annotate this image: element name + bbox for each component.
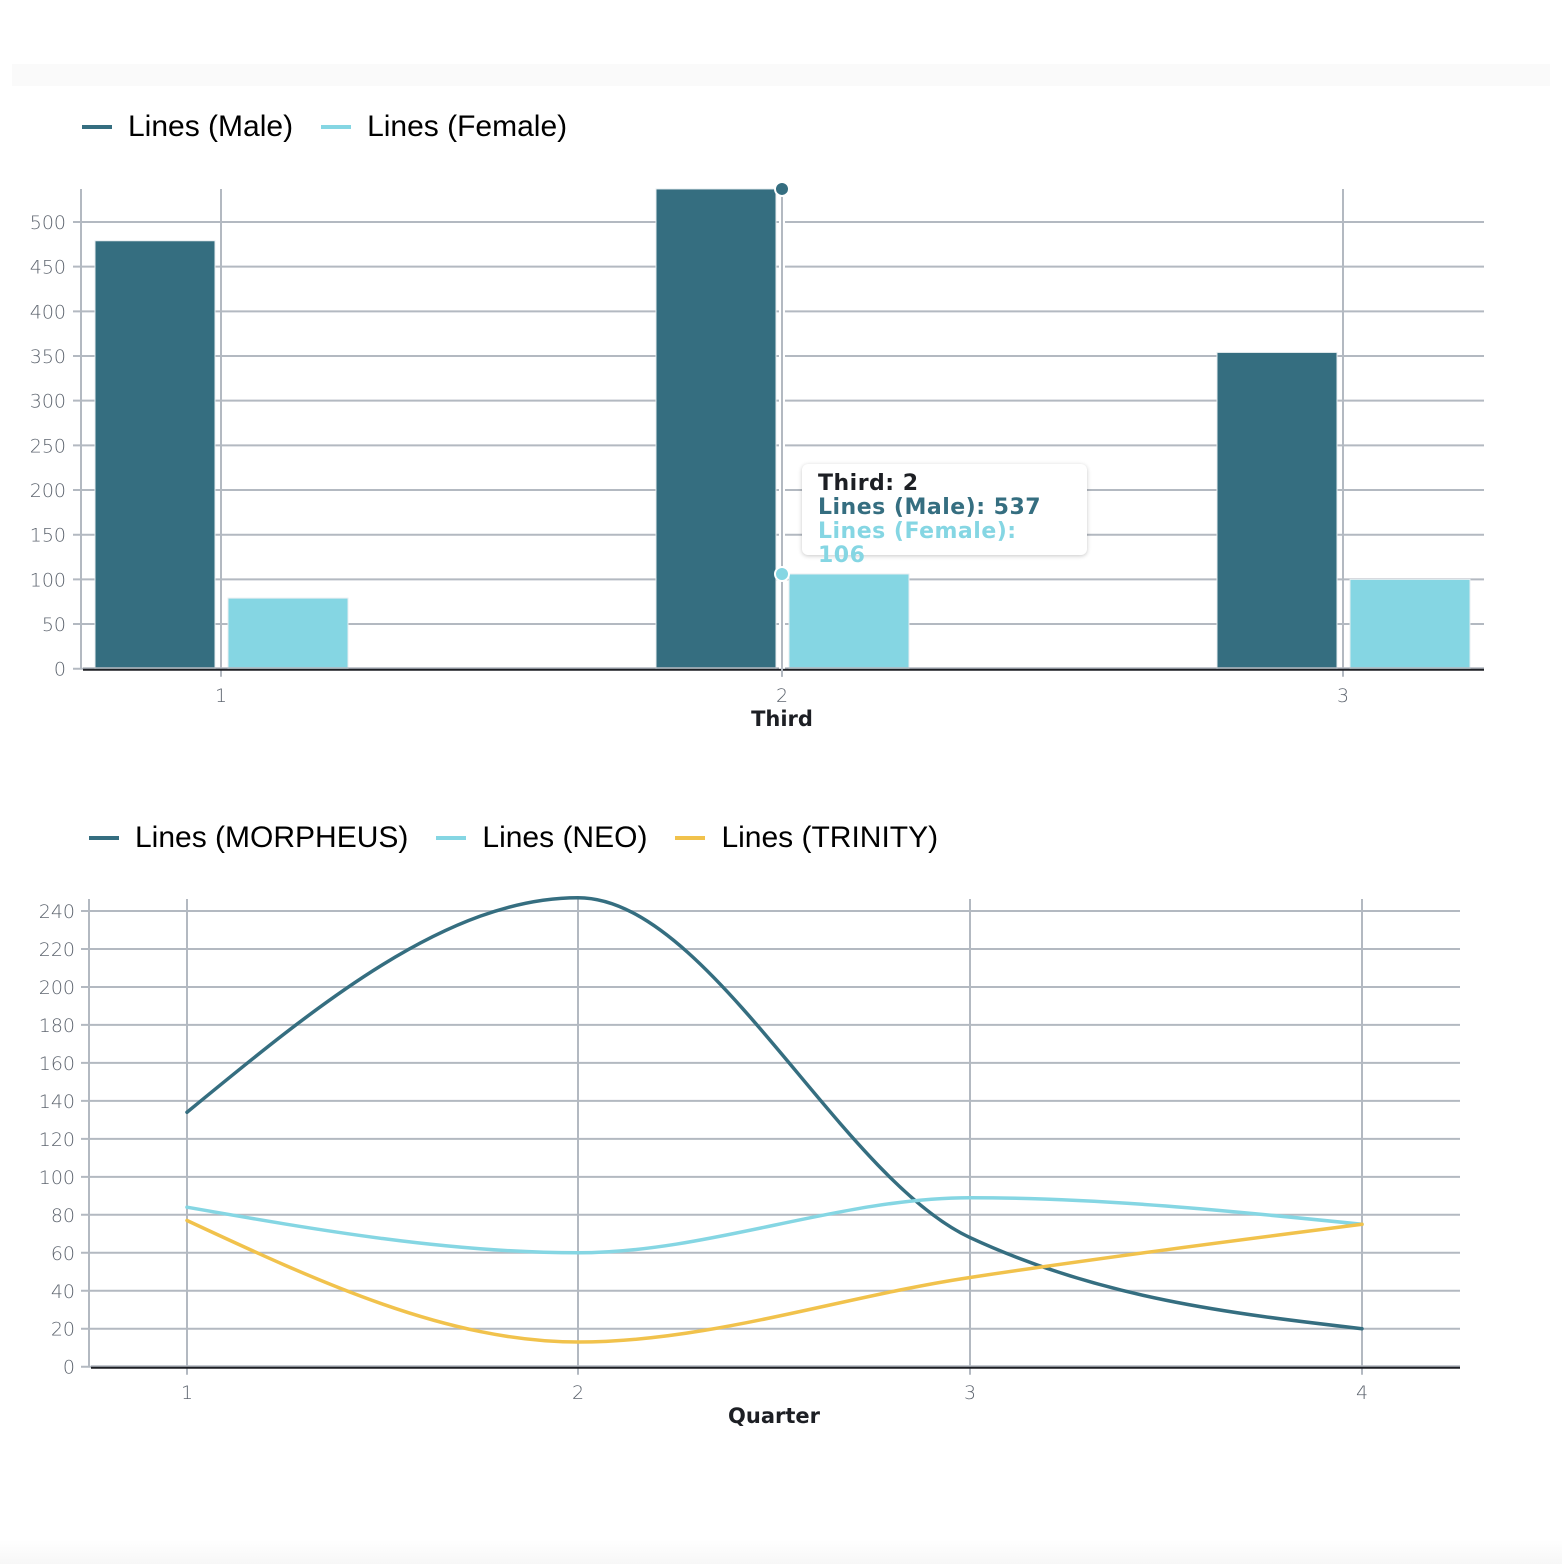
y-tick-label: 50 [42,614,66,636]
y-tick-label: 200 [39,977,75,999]
legend-item-male[interactable]: Lines (Male) [82,110,293,144]
y-tick-label: 250 [30,435,66,457]
legend-item-neo[interactable]: Lines (NEO) [436,821,647,855]
x-tick-label: 1 [181,1382,193,1404]
hover-point-female [774,565,790,582]
bar-chart[interactable]: 0 50 100 150 200 250 300 350 400 450 500 1 2 3 Third [0,0,1562,760]
x-tick-label: 1 [215,685,227,707]
bar-female[interactable] [227,597,349,670]
y-tick-label: 450 [30,257,66,279]
y-tick-label: 300 [30,391,66,413]
legend-label: Lines (Male) [128,110,294,143]
y-tick-label: 0 [54,659,66,681]
legend-label: Lines (NEO) [482,821,648,854]
bar-male[interactable] [655,188,777,670]
tooltip-female-value: Lines (Female): 106 [818,519,1017,568]
y-tick-label: 200 [30,480,66,502]
line-neo[interactable] [185,1195,1364,1255]
y-tick-label: 120 [39,1129,75,1151]
morpheus-swatch-icon [89,836,119,840]
y-tick-label: 100 [30,569,66,591]
x-axis-title: Quarter [728,1404,821,1428]
y-tick-label: 0 [63,1357,75,1379]
y-tick-label: 240 [39,901,75,923]
y-tick-label: 220 [39,939,75,961]
line-trinity[interactable] [185,1218,1364,1344]
x-tick-label: 3 [964,1382,976,1404]
y-tick-label: 100 [39,1167,75,1189]
y-tick-label: 20 [51,1319,75,1341]
y-tick-label: 140 [39,1091,75,1113]
legend-label: Lines (Female) [367,110,568,143]
chart-tooltip: Third: 2 Lines (Male): 537 Lines (Female… [802,464,1087,568]
y-tick-label: 60 [51,1243,75,1265]
bar-chart-legend: Lines (Male) Lines (Female) [82,110,595,144]
hover-point-male [774,180,790,197]
y-tick-label: 400 [30,301,66,323]
y-tick-label: 160 [39,1053,75,1075]
y-tick-label: 350 [30,346,66,368]
line-chart-legend: Lines (MORPHEUS) Lines (NEO) Lines (TRIN… [89,821,966,855]
y-tick-label: 500 [30,212,66,234]
legend-label: Lines (TRINITY) [721,821,939,854]
y-tick-label: 80 [51,1205,75,1227]
bar-male[interactable] [1216,351,1338,670]
legend-item-female[interactable]: Lines (Female) [321,110,567,144]
y-tick-label: 40 [51,1281,75,1303]
line-morpheus[interactable] [185,895,1364,1331]
y-tick-label: 150 [30,525,66,547]
x-tick-label: 2 [572,1382,584,1404]
header-strip [12,64,1550,86]
x-tick-label: 2 [776,685,788,707]
legend-label: Lines (MORPHEUS) [135,821,409,854]
trinity-swatch-icon [675,836,706,840]
legend-item-trinity[interactable]: Lines (TRINITY) [675,821,938,855]
x-tick-label: 3 [1337,685,1349,707]
x-tick-label: 4 [1356,1382,1368,1404]
bar-female[interactable] [1349,578,1471,670]
footer-strip [0,1540,1562,1564]
y-tick-label: 180 [39,1015,75,1037]
legend-item-morpheus[interactable]: Lines (MORPHEUS) [89,821,408,855]
tooltip-male-value: Lines (Male): 537 [818,495,1042,520]
female-swatch-icon [321,125,352,129]
tooltip-title: Third: 2 [818,471,919,496]
x-axis-title: Third [751,707,813,731]
male-swatch-icon [82,125,112,129]
neo-swatch-icon [436,836,467,840]
bar-male[interactable] [94,240,216,670]
bar-female[interactable] [788,573,910,670]
